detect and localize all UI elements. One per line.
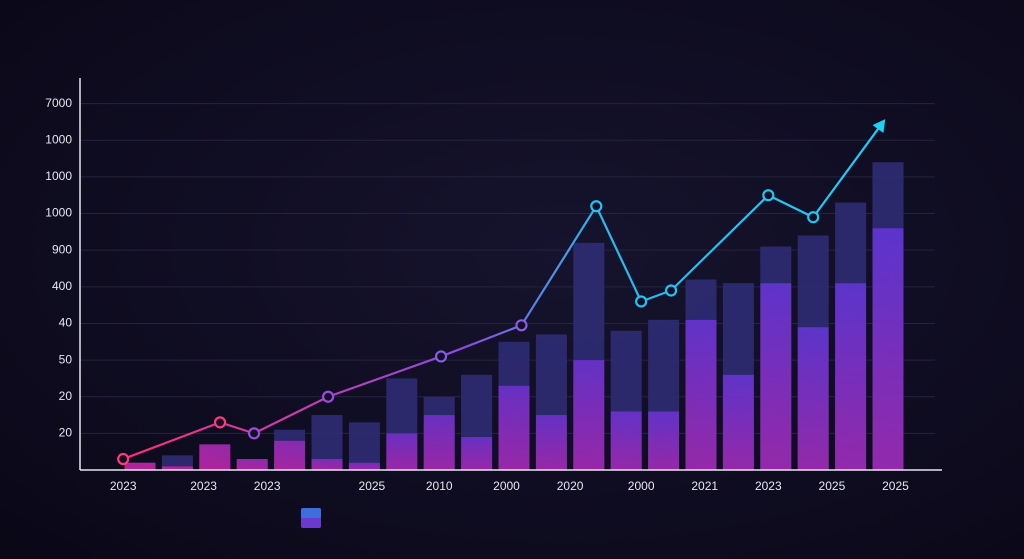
- line-marker: [117, 452, 130, 466]
- bar-glow: [872, 228, 904, 470]
- x-tick-label: 2025: [882, 479, 909, 493]
- arrow-head: [872, 119, 886, 134]
- bar-glow: [835, 283, 867, 470]
- x-tick-label: 2023: [254, 479, 281, 493]
- x-tick-label: 2010: [426, 479, 453, 493]
- line-marker: [664, 284, 678, 297]
- y-tick-label: 1000: [45, 169, 72, 183]
- bar-glow: [722, 374, 754, 470]
- bar-glow: [386, 433, 418, 470]
- x-tick-label: 2021: [691, 479, 718, 493]
- bar-upper: [760, 246, 792, 284]
- bar-upper: [311, 415, 343, 460]
- bar-glow: [311, 459, 343, 470]
- bar-upper: [722, 283, 754, 375]
- bar-glow: [274, 440, 306, 470]
- bar-upper: [872, 162, 904, 229]
- line-marker: [515, 319, 528, 332]
- x-tick-label: 2000: [493, 479, 520, 493]
- x-tick-label: 2025: [819, 479, 846, 493]
- bar-glow: [610, 411, 642, 470]
- x-tick-label: 2023: [755, 479, 782, 493]
- x-tick-label: 2023: [190, 479, 217, 493]
- bar-upper: [685, 279, 717, 320]
- bar-upper: [573, 242, 605, 361]
- logo-icon-top: [301, 508, 321, 518]
- y-tick-label: 400: [52, 279, 72, 293]
- bar-upper: [461, 374, 493, 438]
- bar-upper: [274, 429, 306, 441]
- bar-glow: [236, 459, 268, 470]
- line-marker: [762, 189, 775, 202]
- x-tick-label: 2020: [557, 479, 584, 493]
- bar-glow: [423, 415, 455, 470]
- bar-upper: [648, 319, 680, 412]
- bar-upper: [835, 202, 867, 284]
- y-tick-label: 1000: [45, 206, 72, 220]
- y-tick-label: 40: [59, 316, 73, 330]
- line-marker: [807, 211, 820, 224]
- line-marker: [322, 390, 335, 403]
- y-tick-label: 7000: [45, 96, 72, 110]
- bar-glow: [648, 411, 680, 470]
- line-marker: [213, 416, 227, 429]
- bar-upper: [610, 330, 642, 412]
- y-tick-label: 20: [59, 389, 73, 403]
- x-tick-label: 2023: [110, 479, 137, 493]
- bar-glow: [161, 466, 193, 470]
- bar-upper: [535, 334, 567, 416]
- line-marker: [434, 350, 448, 363]
- bar-glow: [573, 360, 605, 470]
- bar-glow: [760, 283, 792, 470]
- bar-upper: [386, 378, 418, 434]
- bar-upper: [498, 341, 530, 386]
- bar-upper: [423, 396, 455, 416]
- line-marker: [247, 427, 261, 440]
- bar-glow: [199, 444, 231, 470]
- y-tick-label: 900: [52, 242, 72, 256]
- y-tick-label: 50: [59, 352, 73, 366]
- bar-glow: [535, 415, 567, 470]
- line-marker: [635, 295, 648, 308]
- bar-upper: [797, 235, 829, 328]
- bar-glow: [348, 462, 380, 470]
- x-tick-label: 2000: [628, 479, 655, 493]
- x-tick-label: 2025: [359, 479, 386, 493]
- bar-upper: [161, 455, 193, 467]
- line-marker: [590, 200, 603, 213]
- bar-glow: [461, 437, 493, 470]
- bar-upper: [348, 422, 380, 463]
- bar-glow: [797, 327, 829, 470]
- bar-glow: [124, 462, 156, 470]
- y-tick-label: 1000: [45, 132, 72, 146]
- y-tick-label: 20: [59, 426, 73, 440]
- bar-glow: [498, 385, 530, 470]
- bar-glow: [685, 319, 717, 470]
